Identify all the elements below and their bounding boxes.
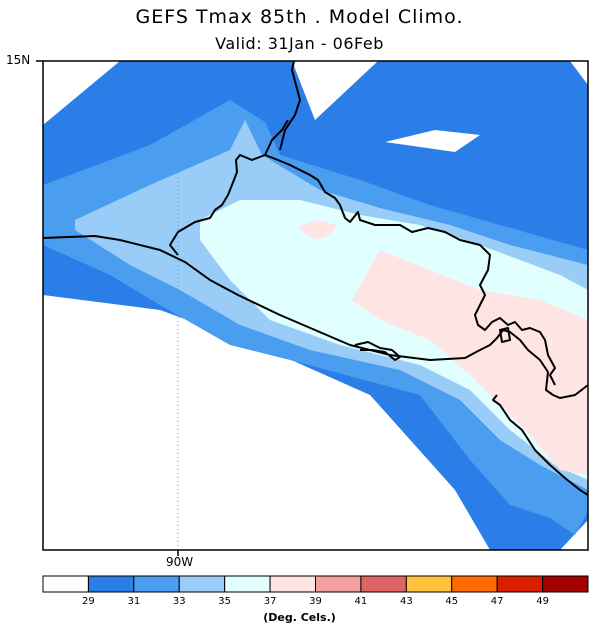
latitude-label: 15N: [6, 53, 31, 67]
pacific-coastline: [43, 235, 481, 361]
colorbar-tick-label: 45: [445, 596, 459, 607]
colorbar-tick-label: 39: [309, 596, 322, 607]
country-border-north: [279, 61, 301, 151]
colorbar-swatch: [224, 575, 271, 593]
inlet-bay: [354, 341, 401, 361]
gulf-of-fonseca-coast: [492, 394, 588, 496]
colorbar-tick-label: 29: [82, 596, 95, 607]
map-area: [43, 61, 588, 550]
coastline-group: [43, 61, 588, 496]
map-frame: [42, 60, 589, 551]
colorbar-swatch: [542, 575, 589, 593]
colorbar-swatch: [178, 575, 226, 593]
map-title: GEFS Tmax 85th . Model Climo.: [135, 6, 464, 28]
country-border-northwest: [169, 154, 556, 386]
colorbar-tick-label: 41: [354, 596, 368, 607]
colorbar-swatch: [133, 575, 180, 593]
colorbar: [42, 575, 589, 593]
colorbar-swatch: [315, 575, 362, 593]
colorbar-swatch: [360, 575, 407, 593]
colorbar-tick-label: 31: [127, 596, 141, 607]
contour-fill-white-island: [385, 130, 480, 152]
colorbar-swatch: [405, 575, 453, 593]
lake-outline: [499, 327, 511, 343]
country-border-central: [264, 119, 289, 156]
contour-fill-37-39-west: [297, 220, 338, 240]
contour-fill-35-37: [200, 200, 588, 480]
longitude-label: 90W: [166, 555, 194, 569]
colorbar-swatch: [42, 575, 89, 593]
colorbar-tick-label: 35: [218, 596, 232, 607]
map-subtitle: Valid: 31Jan - 06Feb: [215, 34, 384, 53]
colorbar-tick-label: 33: [172, 596, 186, 607]
colorbar-tick-label: 43: [399, 596, 413, 607]
colorbar-units: (Deg. Cels.): [263, 611, 336, 624]
colorbar-swatch: [451, 575, 498, 593]
colorbar-swatch: [496, 575, 544, 593]
colorbar-tick-label: 49: [536, 596, 549, 607]
colorbar-tick-label: 37: [263, 596, 277, 607]
colorbar-swatch: [87, 575, 135, 593]
colorbar-swatch: [269, 575, 317, 593]
central-coast-east: [479, 329, 588, 399]
contour-fill-37-39-east: [352, 250, 588, 475]
colorbar-tick-label: 47: [490, 596, 504, 607]
